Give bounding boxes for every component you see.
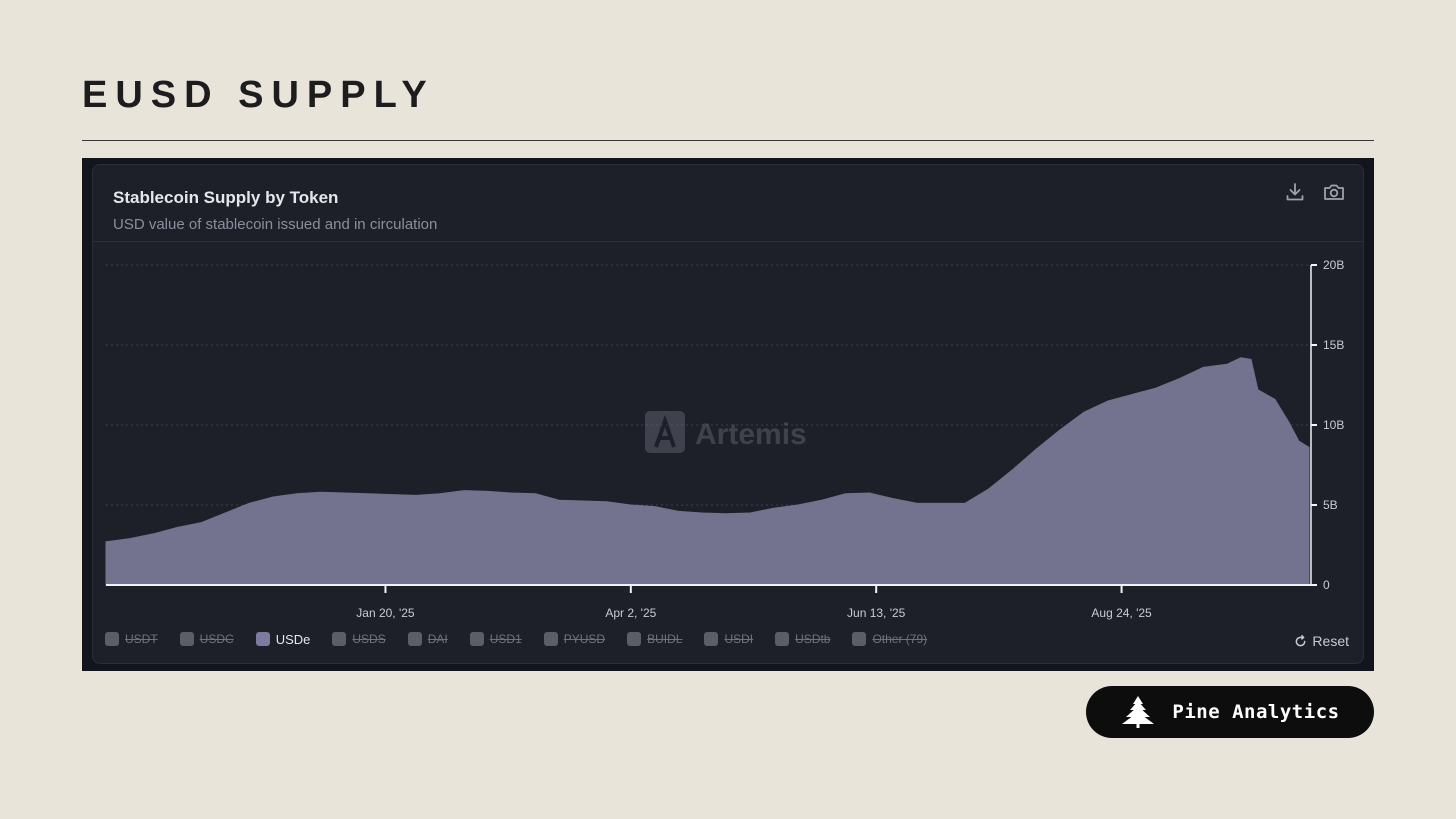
legend-swatch [627,632,642,646]
series-area-usde [105,357,1310,586]
x-axis-ticks: Jan 20, '25 Apr 2, '25 Jun 13, '25 Aug 24, … [356,585,1152,620]
chart-plot: Artemis Jan 20, '25 Apr 2, '25 Jun 13, '25… [105,258,1344,620]
legend-item-usdi[interactable]: USDI [704,632,753,646]
legend-label: USD1 [489,632,522,646]
legend-item-buidl[interactable]: BUIDL [627,632,682,646]
y-tick-label: 0 [1323,578,1330,592]
legend-swatch [469,632,484,646]
reset-icon [1296,634,1306,646]
legend-swatch [704,632,719,646]
legend-label: USDI [724,632,754,646]
artemis-logo-mark [654,414,676,448]
x-tick-label: Apr 2, '25 [605,606,656,620]
legend-item-usdt[interactable]: USDT [105,632,158,646]
legend-swatch [407,632,422,646]
brand-badge: Pine Analytics [1086,686,1374,738]
y-tick-label: 15B [1323,338,1344,352]
legend-swatch [179,632,194,646]
legend-item-usd1[interactable]: USD1 [469,632,522,646]
series-area-group [105,357,1310,586]
legend-label: USDS [352,632,386,646]
legend-label: Other (79) [872,632,928,646]
legend-swatch [775,632,790,646]
chart-subtitle: USD value of stablecoin issued and in ci… [113,216,438,233]
legend-label: USDT [125,632,158,646]
download-icon[interactable] [1282,179,1308,205]
chart-card: Stablecoin Supply by Token USD value of … [92,164,1364,664]
legend-item-pyusd[interactable]: PYUSD [543,632,606,646]
reset-label: Reset [1312,633,1349,649]
card-header-divider [93,241,1363,242]
chart-legend: USDT USDC USDe USDS DAI USD1 PYUSD BUIDL USDI USD… [105,629,949,649]
legend-label: DAI [427,632,448,646]
brand-name: Pine Analytics [1172,701,1340,723]
y-axis-ticks: 0 5B 10B 15B 20B [1311,258,1344,592]
page-title: EUSD SUPPLY [82,74,435,116]
x-tick-label: Jan 20, '25 [356,606,415,620]
y-tick-label: 20B [1323,258,1344,272]
x-tick-label: Aug 24, '25 [1091,606,1152,620]
legend-item-usds[interactable]: USDS [332,632,386,646]
watermark-text: Artemis [695,418,807,451]
legend-label: USDe [275,631,311,647]
legend-label: USDC [199,632,234,646]
artemis-watermark: Artemis [645,411,807,453]
legend-label: BUIDL [647,632,683,646]
legend-item-other-79[interactable]: Other (79) [852,632,927,646]
legend-item-usdtb[interactable]: USDtb [775,632,830,646]
camera-icon[interactable] [1321,179,1347,205]
y-tick-label: 5B [1323,498,1338,512]
y-tick-label: 10B [1323,418,1344,432]
reset-button[interactable]: Reset [1294,633,1349,649]
legend-swatch [255,632,270,646]
legend-item-usde[interactable]: USDe [255,631,311,647]
pine-tree-icon [1122,696,1155,728]
chart-title: Stablecoin Supply by Token [113,188,339,207]
legend-item-usdc[interactable]: USDC [179,632,234,646]
legend-item-dai[interactable]: DAI [407,632,448,646]
legend-swatch [543,632,558,646]
legend-swatch [105,632,119,646]
chart-frame: Stablecoin Supply by Token USD value of … [82,158,1374,671]
legend-swatch [852,632,867,646]
artemis-logo-icon [645,411,685,453]
x-tick-label: Jun 13, '25 [847,606,906,620]
legend-label: USDtb [795,632,831,646]
legend-label: PYUSD [563,632,606,646]
title-divider [82,140,1374,141]
legend-swatch [332,632,347,646]
